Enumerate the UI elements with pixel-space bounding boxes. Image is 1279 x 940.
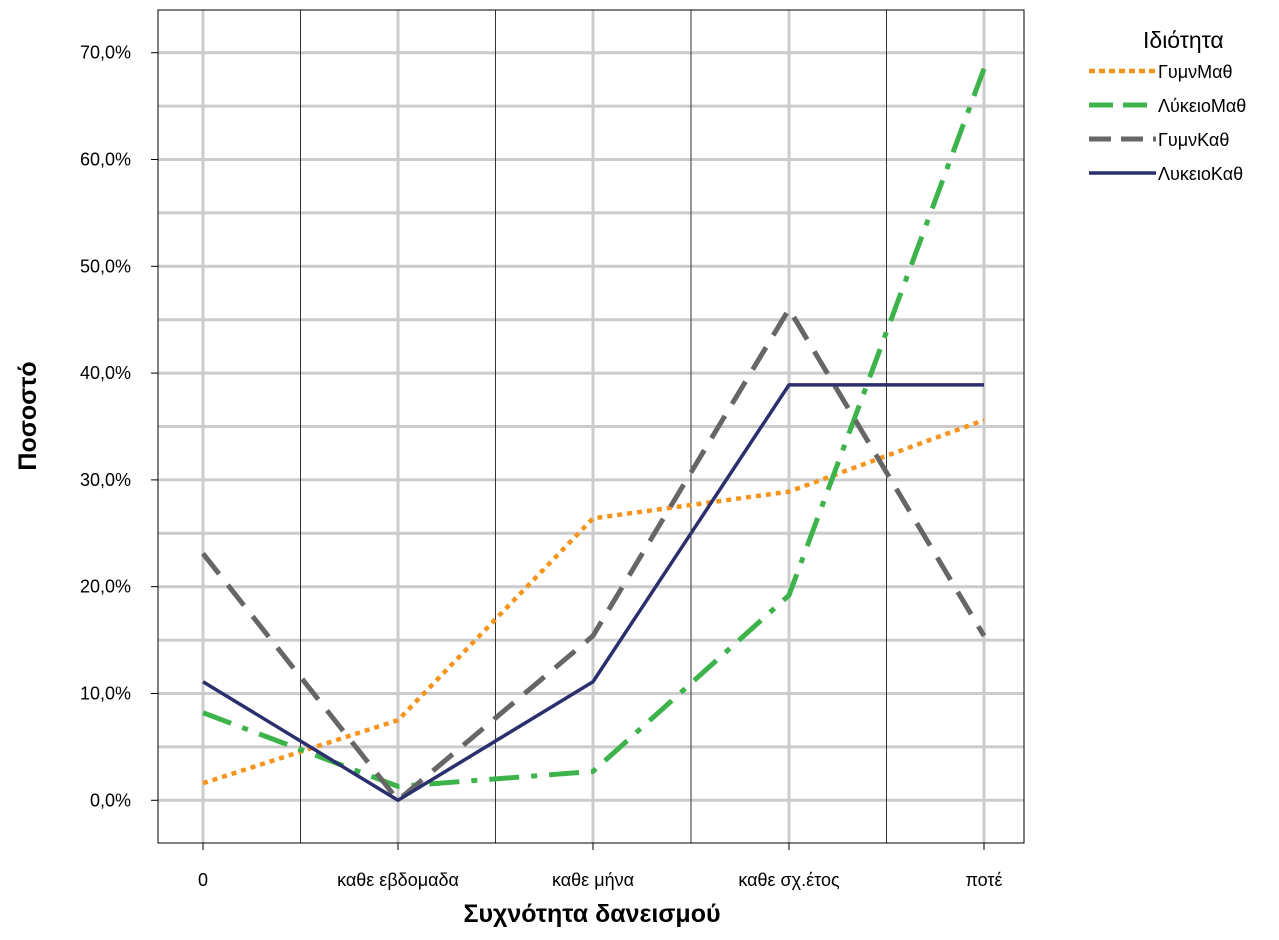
series-line-4 [202, 383, 984, 803]
legend: Ιδιότητα ΓυμνΜαθ ΛύκειοΜαθ ΓυμνΚαθ ΛυκειοΚα… [1089, 27, 1246, 184]
series-line-3 [201, 306, 987, 803]
y-tick-label: 30,0% [80, 470, 131, 490]
legend-label: ΓυμνΜαθ [1158, 62, 1233, 82]
plot-frame [157, 9, 1025, 844]
x-tick-label: 0 [198, 870, 208, 890]
x-tick-label: καθε σχ.έτος [738, 870, 840, 890]
x-tick-label: καθε εβδομαδα [337, 870, 459, 890]
legend-label: ΓυμνΚαθ [1158, 130, 1229, 150]
series-layer [201, 67, 987, 803]
y-tick-label: 10,0% [80, 683, 131, 703]
legend-label: ΛύκειοΜαθ [1158, 96, 1246, 116]
y-tick-label: 40,0% [80, 363, 131, 383]
x-tick-label: καθε μήνα [552, 870, 634, 890]
y-axis-title: Ποσοστό [14, 361, 42, 470]
y-tick-label: 60,0% [80, 150, 131, 170]
y-tick-labels: 0,0% 10,0% 20,0% 30,0% 40,0% 50,0% 60,0% 70,0% [80, 43, 158, 810]
x-tick-label: ποτέ [965, 870, 1002, 890]
x-axis-title: Συχνότητα δανεισμού [463, 900, 720, 928]
y-tick-label: 50,0% [80, 256, 131, 276]
series-line-1 [202, 417, 985, 786]
y-tick-label: 0,0% [90, 790, 131, 810]
grid [158, 10, 1024, 843]
y-tick-label: 70,0% [80, 43, 131, 63]
legend-label: ΛυκειοΚαθ [1158, 164, 1243, 184]
legend-title: Ιδιότητα [1143, 27, 1224, 53]
x-tick-labels: 0 καθε εβδομαδα καθε μήνα καθε σχ.έτος ποτέ [198, 843, 1003, 890]
y-tick-label: 20,0% [80, 577, 131, 597]
